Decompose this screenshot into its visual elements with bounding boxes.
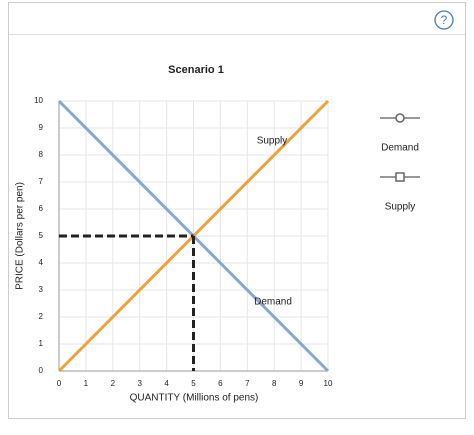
x-tick-label: 4	[164, 379, 169, 388]
y-tick-label: 9	[39, 123, 44, 132]
x-tick-label: 3	[137, 379, 142, 388]
y-tick-label: 3	[39, 285, 44, 294]
x-tick-label: 7	[245, 379, 250, 388]
x-tick-label: 10	[324, 379, 333, 388]
x-tick-label: 9	[299, 379, 304, 388]
x-tick-label: 2	[111, 379, 116, 388]
legend-label: Demand	[381, 143, 419, 154]
y-tick-label: 0	[39, 366, 44, 375]
help-button[interactable]	[434, 10, 454, 30]
chart-title: Scenario 1	[168, 64, 224, 76]
line-annotation: Demand	[254, 297, 292, 308]
y-tick-label: 10	[34, 96, 43, 105]
y-tick-label: 1	[39, 339, 44, 348]
x-tick-label: 8	[272, 379, 277, 388]
y-tick-label: 7	[39, 177, 44, 186]
y-tick-label: 6	[39, 204, 44, 213]
y-axis-label: PRICE (Dollars per pen)	[15, 182, 26, 290]
y-tick-label: 8	[39, 150, 44, 159]
x-tick-label: 6	[218, 379, 223, 388]
line-annotation: Supply	[257, 136, 288, 147]
x-tick-label: 5	[191, 379, 196, 388]
y-tick-label: 5	[39, 231, 44, 240]
legend-marker	[395, 172, 405, 182]
y-tick-label: 2	[39, 312, 44, 321]
x-axis-label: QUANTITY (Millions of pens)	[130, 393, 259, 404]
legend-label: Supply	[385, 202, 416, 213]
y-tick-label: 4	[39, 258, 44, 267]
help-icon[interactable]: ?	[441, 13, 448, 27]
x-tick-label: 0	[57, 379, 62, 388]
legend-marker	[395, 113, 405, 123]
x-tick-label: 1	[84, 379, 89, 388]
frame	[8, 2, 466, 419]
